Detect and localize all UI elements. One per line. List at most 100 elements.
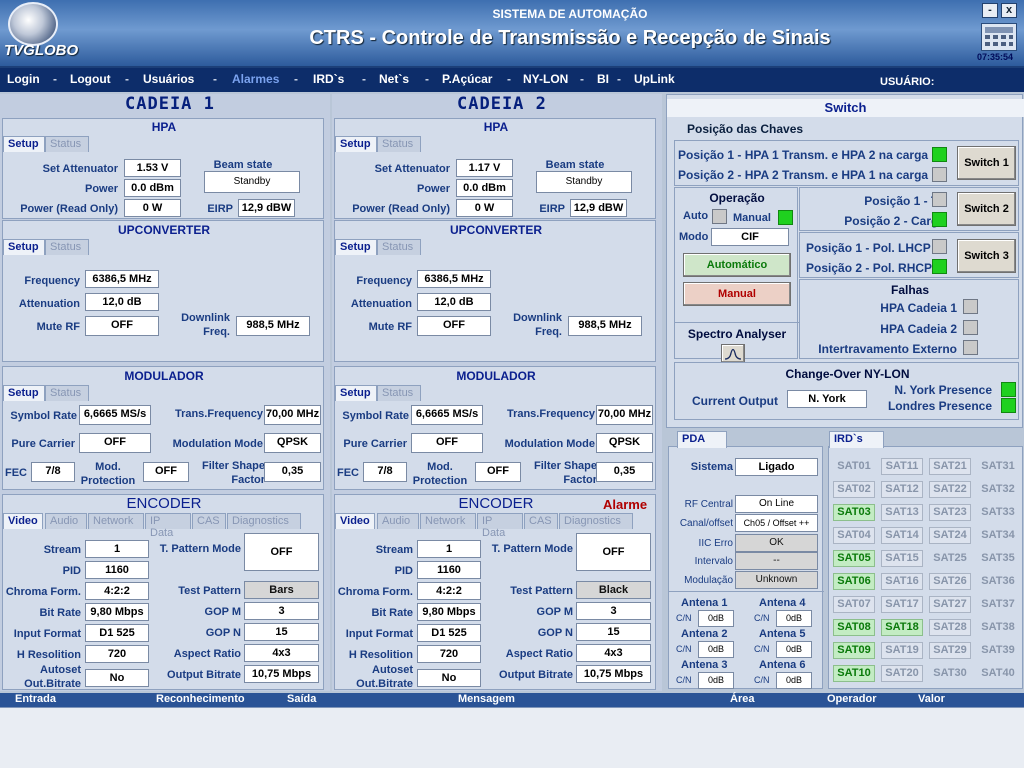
hres-field[interactable]: 720 <box>417 645 481 663</box>
stream-field[interactable]: 1 <box>85 540 149 558</box>
sat-sat16[interactable]: SAT16 <box>881 573 923 590</box>
ob-field[interactable]: 10,75 Mbps <box>244 665 319 683</box>
tab-status[interactable]: Status <box>45 136 89 152</box>
sat-sat23[interactable]: SAT23 <box>929 504 971 521</box>
col-reconhecimento[interactable]: Reconhecimento <box>156 693 245 705</box>
attenuation-field[interactable]: 12,0 dB <box>85 293 159 311</box>
tab-network[interactable]: Network <box>420 513 476 529</box>
manual-button[interactable]: Manual <box>683 282 791 306</box>
sat-sat01[interactable]: SAT01 <box>837 460 871 472</box>
trans-frequency-field[interactable]: 70,00 MHz <box>596 405 653 425</box>
bitrate-field[interactable]: 9,80 Mbps <box>417 603 481 621</box>
tab-status[interactable]: Status <box>45 385 89 401</box>
sat-sat05[interactable]: SAT05 <box>833 550 875 567</box>
tpm-field[interactable]: OFF <box>244 533 319 571</box>
tab-status[interactable]: Status <box>377 136 421 152</box>
autoset-field[interactable]: No <box>85 669 149 687</box>
menu-bi[interactable]: BI <box>597 72 609 86</box>
tab-ipdata[interactable]: IP Data <box>477 513 523 539</box>
menu-uplink[interactable]: UpLink <box>634 72 675 86</box>
sat-sat34[interactable]: SAT34 <box>981 529 1015 541</box>
col-mensagem[interactable]: Mensagem <box>458 693 515 705</box>
tpm-field[interactable]: OFF <box>576 533 651 571</box>
gopn-field[interactable]: 15 <box>244 623 319 641</box>
tab-cas[interactable]: CAS <box>192 513 226 529</box>
sat-sat26[interactable]: SAT26 <box>929 573 971 590</box>
sat-sat13[interactable]: SAT13 <box>881 504 923 521</box>
sat-sat22[interactable]: SAT22 <box>929 481 971 498</box>
stream-field[interactable]: 1 <box>417 540 481 558</box>
sat-sat32[interactable]: SAT32 <box>981 483 1015 495</box>
sat-sat38[interactable]: SAT38 <box>981 621 1015 633</box>
chroma-field[interactable]: 4:2:2 <box>85 582 149 600</box>
tab-setup[interactable]: Setup <box>3 239 45 255</box>
set-attenuator-field[interactable]: 1.17 V <box>456 159 513 177</box>
tab-audio[interactable]: Audio <box>45 513 87 529</box>
switch1-button[interactable]: Switch 1 <box>957 146 1016 180</box>
fec-field[interactable]: 7/8 <box>31 462 75 482</box>
calculator-icon[interactable] <box>981 23 1017 51</box>
tab-setup[interactable]: Setup <box>3 385 45 401</box>
mod-protection-field[interactable]: OFF <box>143 462 189 482</box>
ob-field[interactable]: 10,75 Mbps <box>576 665 651 683</box>
tab-status[interactable]: Status <box>45 239 89 255</box>
sat-sat29[interactable]: SAT29 <box>929 642 971 659</box>
tab-pda[interactable]: PDA <box>677 431 727 448</box>
symbol-rate-field[interactable]: 6,6665 MS/s <box>411 405 483 425</box>
tab-setup[interactable]: Setup <box>3 136 45 152</box>
sat-sat33[interactable]: SAT33 <box>981 506 1015 518</box>
menu-logout[interactable]: Logout <box>70 72 111 86</box>
sat-sat40[interactable]: SAT40 <box>981 667 1015 679</box>
pid-field[interactable]: 1160 <box>417 561 481 579</box>
modulation-mode-field[interactable]: QPSK <box>264 433 321 453</box>
sat-sat17[interactable]: SAT17 <box>881 596 923 613</box>
tab-setup[interactable]: Setup <box>335 239 377 255</box>
col-operador[interactable]: Operador <box>827 693 877 705</box>
filter-shape-field[interactable]: 0,35 <box>596 462 653 482</box>
autoset-field[interactable]: No <box>417 669 481 687</box>
tab-audio[interactable]: Audio <box>377 513 419 529</box>
tab-diagnostics[interactable]: Diagnostics <box>559 513 633 529</box>
tp-field[interactable]: Bars <box>244 581 319 599</box>
tab-video[interactable]: Video <box>335 513 375 529</box>
sat-sat03[interactable]: SAT03 <box>833 504 875 521</box>
chroma-field[interactable]: 4:2:2 <box>417 582 481 600</box>
sat-sat31[interactable]: SAT31 <box>981 460 1015 472</box>
col-entrada[interactable]: Entrada <box>15 693 56 705</box>
sat-sat08[interactable]: SAT08 <box>833 619 875 636</box>
switch2-button[interactable]: Switch 2 <box>957 192 1016 226</box>
sat-sat15[interactable]: SAT15 <box>881 550 923 567</box>
pure-carrier-field[interactable]: OFF <box>411 433 483 453</box>
trans-frequency-field[interactable]: 70,00 MHz <box>264 405 321 425</box>
menu-nets[interactable]: Net`s <box>379 72 410 86</box>
menu-pacucar[interactable]: P.Açúcar <box>442 72 493 86</box>
sat-sat27[interactable]: SAT27 <box>929 596 971 613</box>
tab-status[interactable]: Status <box>377 385 421 401</box>
power-field[interactable]: 0.0 dBm <box>124 179 181 197</box>
sat-sat20[interactable]: SAT20 <box>881 665 923 682</box>
col-area[interactable]: Área <box>730 693 755 705</box>
attenuation-field[interactable]: 12,0 dB <box>417 293 491 311</box>
sat-sat11[interactable]: SAT11 <box>881 458 923 475</box>
tab-setup[interactable]: Setup <box>335 385 377 401</box>
mute-rf-field[interactable]: OFF <box>85 316 159 336</box>
sat-sat18[interactable]: SAT18 <box>881 619 923 636</box>
automatico-button[interactable]: Automático <box>683 253 791 277</box>
pure-carrier-field[interactable]: OFF <box>79 433 151 453</box>
tab-status[interactable]: Status <box>377 239 421 255</box>
bitrate-field[interactable]: 9,80 Mbps <box>85 603 149 621</box>
mod-protection-field[interactable]: OFF <box>475 462 521 482</box>
close-button[interactable]: x <box>1001 3 1017 18</box>
minimize-button[interactable]: - <box>982 3 998 18</box>
hres-field[interactable]: 720 <box>85 645 149 663</box>
col-saida[interactable]: Saída <box>287 693 317 705</box>
menu-irds[interactable]: IRD`s <box>313 72 345 86</box>
sat-sat19[interactable]: SAT19 <box>881 642 923 659</box>
modulation-mode-field[interactable]: QPSK <box>596 433 653 453</box>
sat-sat02[interactable]: SAT02 <box>833 481 875 498</box>
tp-field[interactable]: Black <box>576 581 651 599</box>
sat-sat06[interactable]: SAT06 <box>833 573 875 590</box>
sat-sat39[interactable]: SAT39 <box>981 644 1015 656</box>
tab-video[interactable]: Video <box>3 513 43 529</box>
sat-sat36[interactable]: SAT36 <box>981 575 1015 587</box>
